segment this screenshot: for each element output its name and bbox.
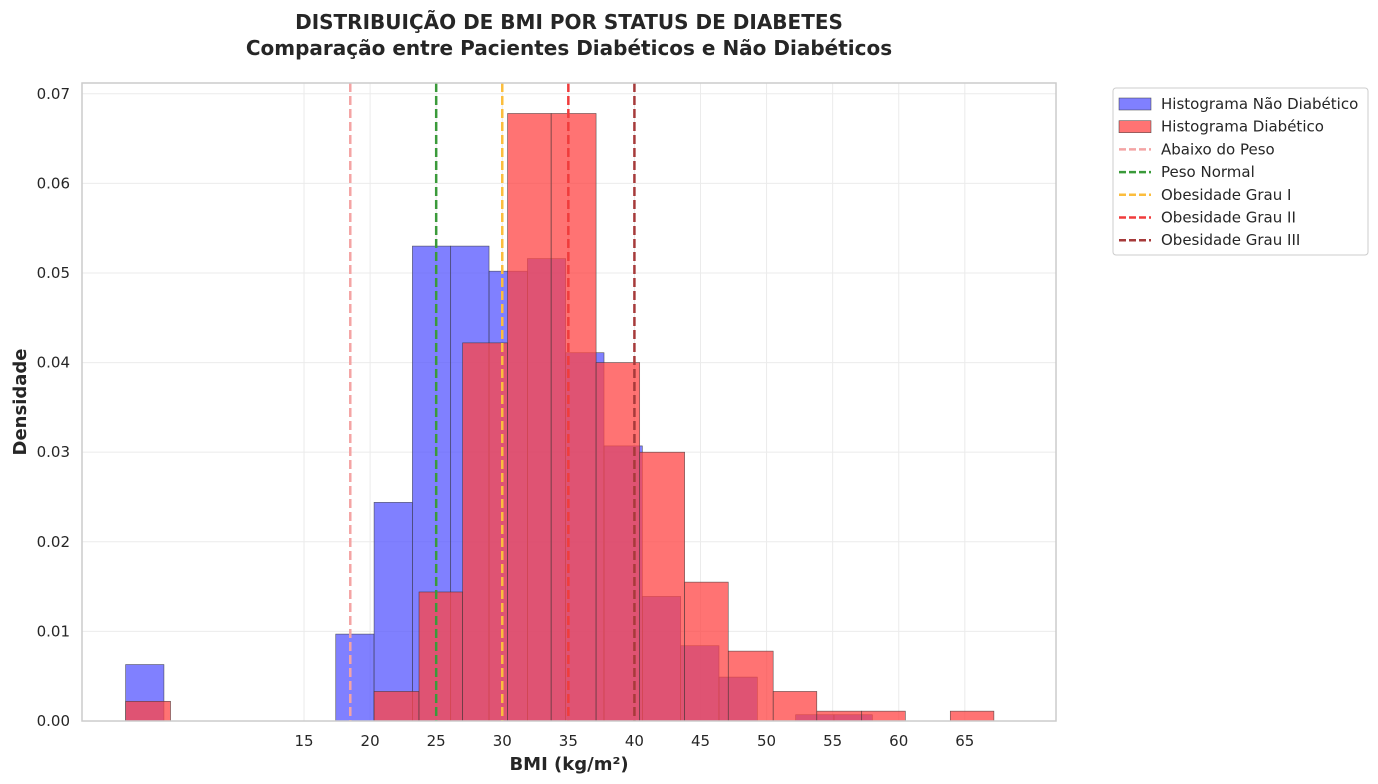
bar-diabetico bbox=[949, 710, 995, 722]
bar-diabetico bbox=[684, 581, 729, 722]
legend: Histograma Não Diabético Histograma Diabé… bbox=[1112, 87, 1369, 256]
bar-diabetico bbox=[727, 650, 774, 722]
bar-diabetico bbox=[639, 451, 685, 722]
y-tick-label: 0.05 bbox=[37, 264, 70, 282]
bar-diabetico bbox=[861, 710, 906, 722]
y-tick-label: 0.01 bbox=[37, 622, 70, 640]
y-tick-label: 0.06 bbox=[37, 174, 70, 192]
bar-diabetico bbox=[595, 362, 641, 722]
y-axis-label: Densidade bbox=[10, 349, 31, 456]
y-tick-labels: 0.00 0.01 0.02 0.03 0.04 0.05 0.06 0.07 bbox=[37, 85, 70, 730]
legend-label: Peso Normal bbox=[1161, 163, 1255, 181]
y-tick-label: 0.04 bbox=[37, 354, 70, 372]
x-tick-label: 60 bbox=[889, 732, 908, 750]
y-tick-label: 0.02 bbox=[37, 533, 70, 551]
legend-swatch bbox=[1118, 97, 1152, 111]
bar-diabetico bbox=[462, 342, 508, 722]
bar-diabetico bbox=[816, 710, 863, 722]
bar-diabetico bbox=[507, 113, 552, 722]
x-tick-label: 20 bbox=[361, 732, 380, 750]
legend-swatch bbox=[1118, 120, 1152, 133]
x-tick-label: 65 bbox=[955, 732, 974, 750]
x-axis-label: BMI (kg/m²) bbox=[509, 754, 628, 775]
reference-lines bbox=[349, 83, 636, 721]
chart-subtitle: Comparação entre Pacientes Diabéticos e … bbox=[246, 36, 892, 60]
legend-label: Obesidade Grau I bbox=[1161, 186, 1291, 204]
legend-label: Histograma Não Diabético bbox=[1161, 95, 1358, 113]
legend-label: Obesidade Grau II bbox=[1161, 209, 1296, 227]
bar-diabetico bbox=[550, 113, 597, 722]
y-tick-label: 0.00 bbox=[37, 712, 70, 730]
legend-label: Histograma Diabético bbox=[1161, 118, 1324, 136]
x-tick-label: 35 bbox=[559, 732, 578, 750]
legend-label: Obesidade Grau III bbox=[1161, 231, 1300, 249]
x-tick-label: 15 bbox=[294, 732, 313, 750]
plot-area-frame bbox=[81, 82, 1057, 722]
x-tick-label: 50 bbox=[757, 732, 776, 750]
chart-title: DISTRIBUIÇÃO DE BMI POR STATUS DE DIABET… bbox=[295, 10, 843, 34]
legend-box bbox=[1112, 87, 1369, 256]
bar-diabetico bbox=[373, 691, 420, 722]
histogram-bars bbox=[125, 113, 995, 722]
x-tick-label: 55 bbox=[823, 732, 842, 750]
x-tick-label: 25 bbox=[427, 732, 446, 750]
x-tick-label: 30 bbox=[493, 732, 512, 750]
y-tick-label: 0.03 bbox=[37, 443, 70, 461]
x-tick-label: 40 bbox=[625, 732, 644, 750]
bar-nao-diabetico bbox=[335, 633, 375, 722]
legend-label: Abaixo do Peso bbox=[1161, 140, 1275, 158]
bar-nao-diabetico bbox=[373, 502, 413, 722]
bar-diabetico bbox=[125, 700, 171, 722]
y-tick-label: 0.07 bbox=[37, 85, 70, 103]
x-tick-label: 45 bbox=[691, 732, 710, 750]
bar-diabetico bbox=[772, 691, 818, 722]
bar-diabetico bbox=[418, 591, 463, 722]
x-tick-labels: 15 20 25 30 35 40 45 50 55 60 65 bbox=[294, 732, 974, 750]
